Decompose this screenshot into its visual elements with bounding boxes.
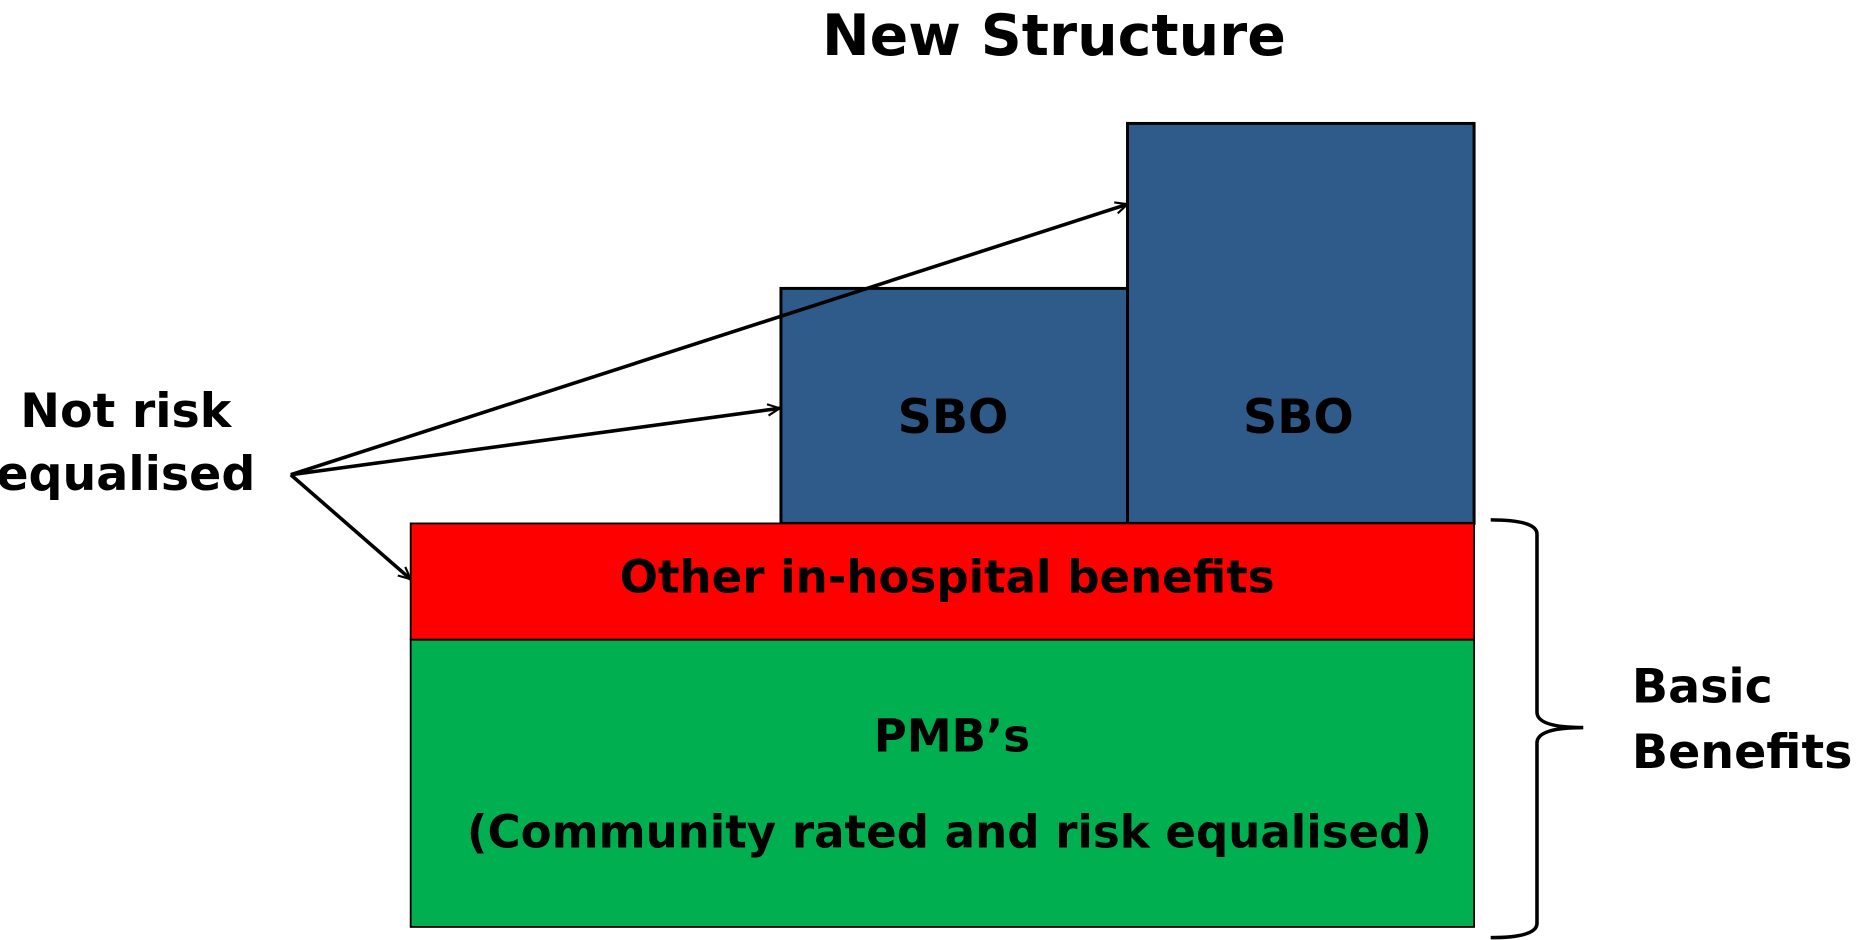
brace xyxy=(1490,518,1584,940)
left-label: Not risk xyxy=(20,384,232,439)
arrow xyxy=(289,473,411,579)
sbo-label: SBO xyxy=(1243,390,1354,445)
arrows xyxy=(289,204,1128,579)
other-label: Other in-hospital benefits xyxy=(620,550,1275,603)
sbo-block xyxy=(1126,121,1476,525)
sbo-label: SBO xyxy=(898,390,1009,445)
other-block xyxy=(409,522,1475,641)
left-label: equalised xyxy=(0,447,255,502)
title: New Structure xyxy=(822,3,1286,69)
pmb-subtitle: (Community rated and risk equalised) xyxy=(467,806,1432,859)
pmb-block xyxy=(409,638,1475,928)
pmb-title: PMB’s xyxy=(874,709,1030,762)
arrow xyxy=(290,408,780,477)
right-label: Benefits xyxy=(1632,725,1853,780)
right-label: Basic xyxy=(1632,660,1773,715)
arrow xyxy=(290,204,1128,477)
sbo-block xyxy=(779,286,1130,525)
